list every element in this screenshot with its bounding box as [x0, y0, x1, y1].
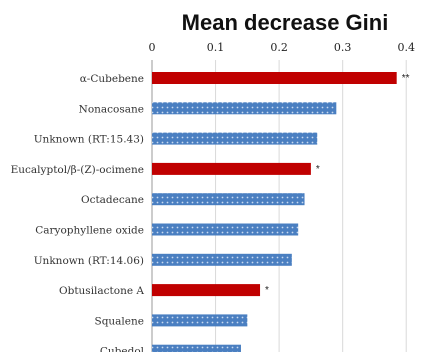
bars	[152, 72, 397, 352]
significance-annotation: *	[265, 285, 269, 296]
category-label: α-Cubebene	[80, 73, 144, 85]
category-label: Unknown (RT:15.43)	[34, 134, 144, 146]
bar	[152, 253, 292, 266]
x-tick-label: 0	[149, 41, 156, 54]
x-tick-label: 0.2	[270, 41, 288, 54]
bar	[152, 102, 337, 115]
category-label: Nonacosane	[79, 103, 144, 115]
bar	[152, 314, 248, 327]
x-axis-ticks: 0 0.1 0.2 0.3 0.4	[149, 41, 415, 54]
category-label: Octadecane	[81, 194, 144, 206]
category-label: Obtusilactone A	[59, 285, 144, 297]
category-label: Cubedol	[100, 346, 145, 352]
bar	[152, 132, 318, 145]
x-tick-label: 0.4	[397, 41, 415, 54]
bar	[152, 162, 311, 175]
category-label: Squalene	[95, 315, 145, 327]
bar	[152, 284, 261, 297]
bar	[152, 223, 299, 236]
x-tick-label: 0.3	[334, 41, 352, 54]
significance-annotation: *	[316, 164, 320, 175]
bar	[152, 344, 241, 352]
bar	[152, 193, 305, 206]
annotations: ****	[265, 73, 410, 296]
category-label: Unknown (RT:14.06)	[34, 255, 144, 267]
x-tick-label: 0.1	[207, 41, 225, 54]
category-labels: α-Cubebene Nonacosane Unknown (RT:15.43) Eu…	[11, 73, 145, 352]
chart-title: Mean decrease Gini	[182, 10, 389, 35]
significance-annotation: **	[402, 73, 410, 84]
category-label: Eucalyptol/β-(Z)-ocimene	[11, 164, 144, 176]
category-label: Caryophyllene oxide	[35, 225, 144, 237]
bar	[152, 72, 397, 84]
